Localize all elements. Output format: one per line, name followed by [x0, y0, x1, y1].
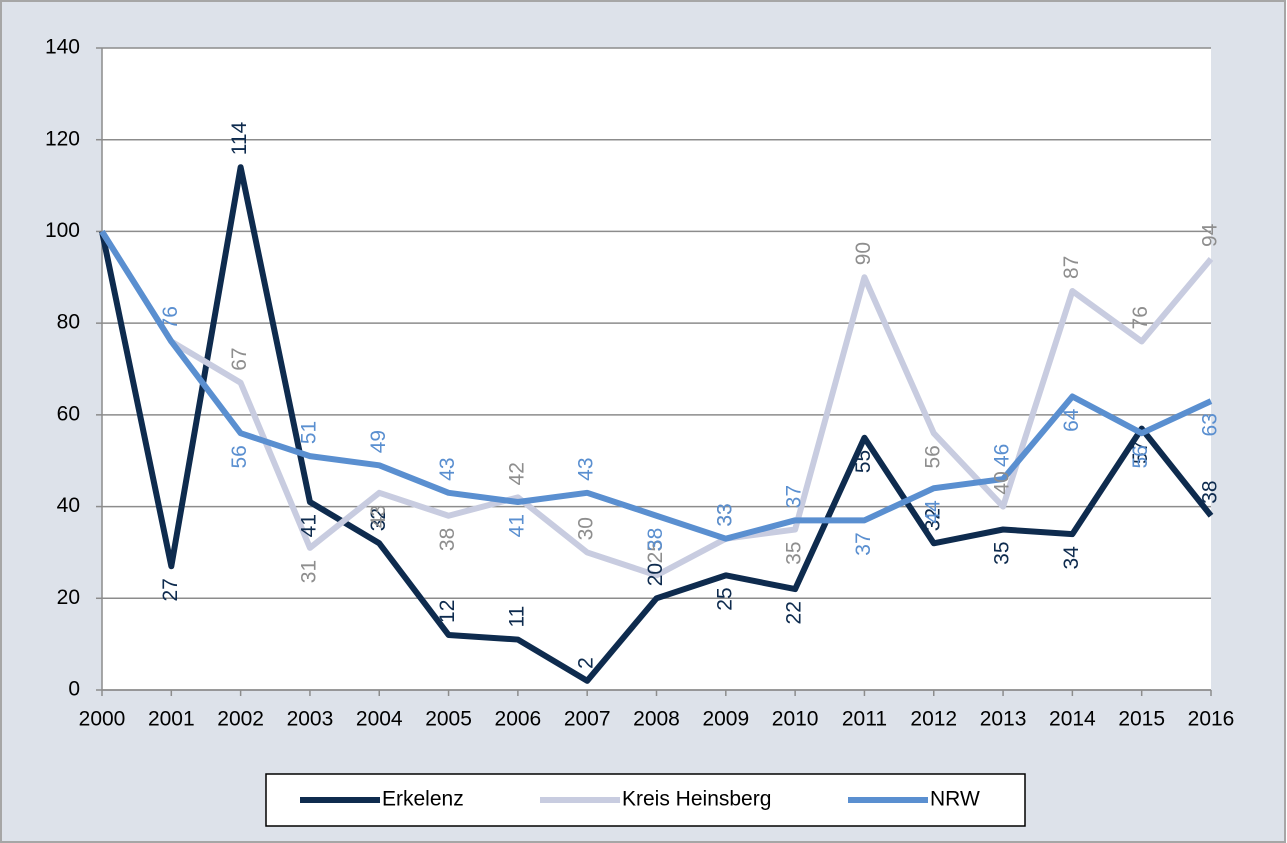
data-label: 41 [297, 514, 320, 537]
data-label: 33 [713, 503, 736, 526]
data-label: 90 [852, 242, 875, 265]
data-label: 76 [1129, 306, 1152, 329]
data-label: 56 [228, 445, 251, 468]
data-label: 25 [713, 587, 736, 610]
data-label: 12 [436, 600, 459, 623]
x-tick-label: 2013 [980, 708, 1027, 731]
data-label: 57 [1129, 441, 1152, 464]
data-label: 43 [575, 457, 598, 480]
data-label: 33 [713, 503, 736, 526]
data-label: 30 [575, 517, 598, 540]
data-label: 46 [991, 444, 1014, 467]
x-tick-label: 2011 [842, 708, 887, 731]
x-tick-label: 2014 [1049, 708, 1096, 731]
data-label: 35 [783, 542, 806, 565]
x-tick-label: 2012 [910, 708, 957, 731]
data-label: 11 [505, 606, 528, 628]
data-label: 76 [159, 306, 182, 329]
x-tick-label: 2000 [79, 708, 126, 731]
series-line [99, 229, 1214, 579]
y-tick-label: 20 [57, 586, 80, 609]
series-line [99, 164, 1214, 684]
data-label: 44 [921, 500, 944, 524]
x-tick-label: 2009 [702, 708, 749, 731]
data-label: 2 [575, 657, 598, 669]
data-label: 43 [367, 505, 390, 528]
x-tick-label: 2003 [287, 708, 334, 731]
x-tick-label: 2010 [772, 708, 819, 731]
plot-area [102, 48, 1211, 690]
data-label: 64 [1060, 408, 1083, 432]
data-label: 87 [1060, 256, 1083, 279]
data-label: 51 [297, 421, 320, 444]
y-tick-label: 60 [57, 402, 80, 425]
x-tick-label: 2015 [1118, 708, 1165, 731]
data-label: 40 [991, 471, 1014, 494]
x-tick-label: 2006 [495, 708, 542, 731]
data-label: 35 [991, 542, 1014, 565]
data-label: 67 [228, 347, 251, 370]
data-label: 27 [159, 578, 182, 601]
x-tick-label: 2007 [564, 708, 611, 731]
data-label: 38 [1199, 480, 1222, 503]
data-label: 32 [367, 508, 390, 531]
data-label: 94 [1199, 223, 1222, 247]
y-tick-label: 80 [57, 311, 80, 334]
data-label: 25 [644, 540, 667, 563]
legend-label: Erkelenz [382, 788, 464, 811]
data-label: 32 [921, 508, 944, 531]
x-tick-label: 2016 [1188, 708, 1235, 731]
data-label: 114 [228, 121, 251, 155]
y-tick-label: 120 [45, 127, 80, 150]
x-tick-label: 2004 [356, 708, 403, 731]
x-tick-label: 2008 [633, 708, 680, 731]
y-tick-label: 0 [68, 678, 80, 701]
data-label: 31 [297, 560, 320, 583]
y-tick-label: 100 [45, 219, 80, 242]
data-label: 38 [436, 528, 459, 551]
data-label: 38 [644, 528, 667, 551]
data-label: 42 [505, 462, 528, 485]
data-label: 37 [852, 532, 875, 555]
legend-label: NRW [930, 788, 980, 811]
data-label: 56 [921, 445, 944, 468]
x-tick-label: 2001 [148, 708, 195, 731]
y-tick-label: 40 [57, 494, 80, 517]
data-label: 37 [783, 485, 806, 508]
x-tick-label: 2002 [217, 708, 264, 731]
data-label: 43 [436, 457, 459, 480]
series-line [99, 229, 1213, 542]
x-tick-label: 2005 [425, 708, 472, 731]
legend-label: Kreis Heinsberg [622, 788, 771, 811]
data-label: 56 [1129, 445, 1152, 468]
data-label: 41 [505, 514, 528, 537]
data-label: 55 [852, 450, 875, 473]
data-label: 63 [1199, 413, 1222, 436]
data-label: 20 [644, 563, 667, 586]
data-label: 22 [783, 601, 806, 624]
data-label: 34 [1060, 546, 1083, 570]
y-tick-label: 140 [45, 36, 80, 59]
data-label: 49 [367, 430, 390, 453]
